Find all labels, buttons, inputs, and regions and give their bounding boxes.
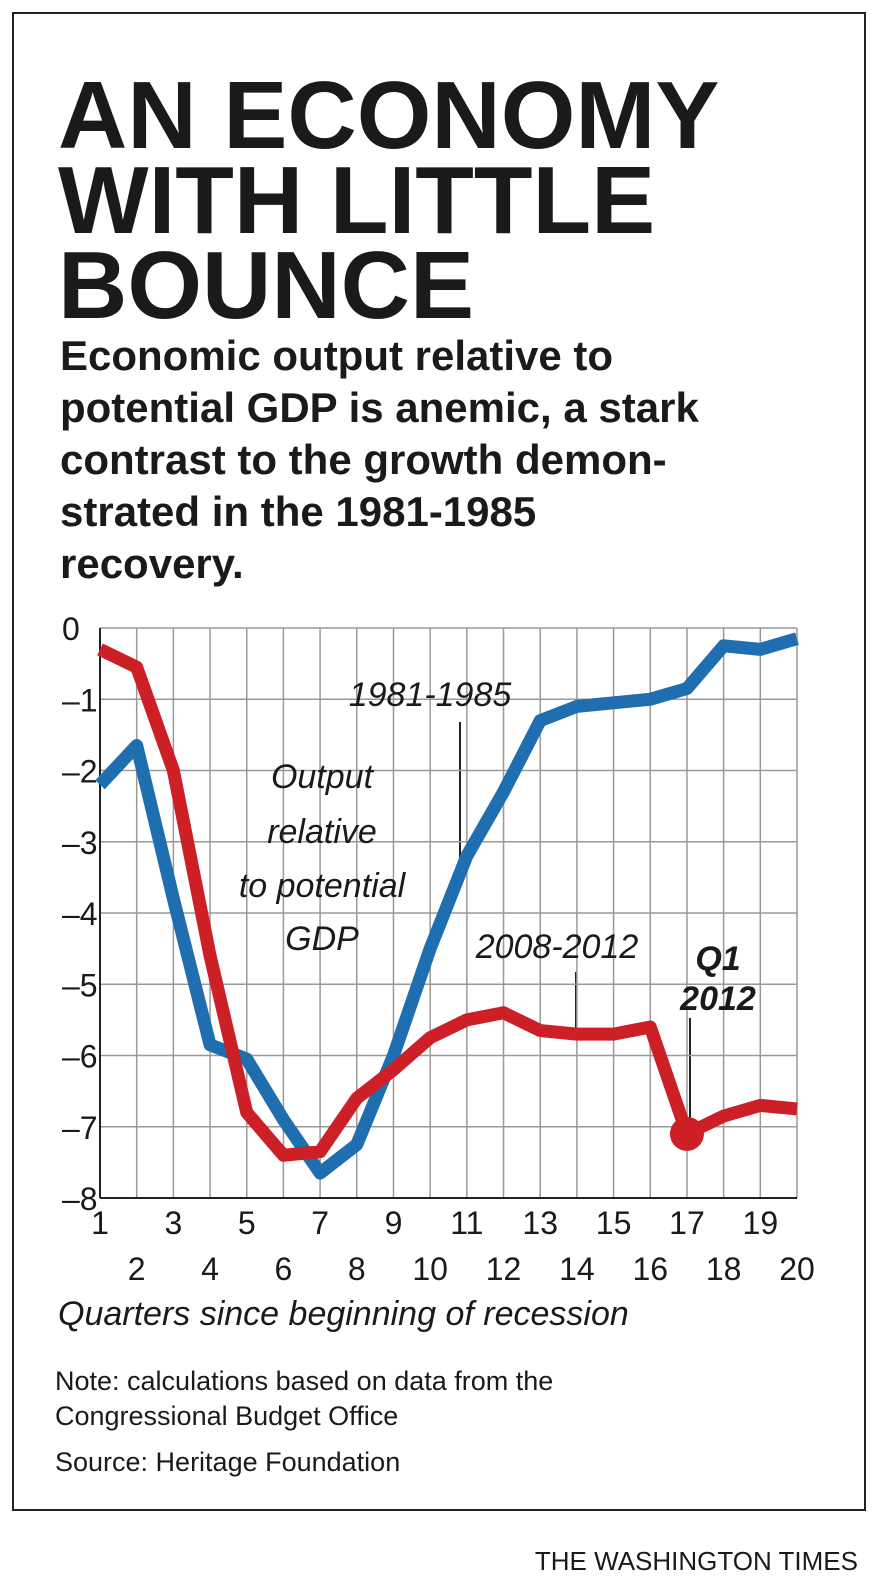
x-tick-label: 17 — [669, 1205, 705, 1241]
chart-subtitle: contrast to the growth demon- — [60, 436, 667, 483]
frame — [12, 12, 866, 1511]
y-tick-label: –7 — [62, 1110, 98, 1146]
x-tick-label: 19 — [743, 1205, 779, 1241]
note: Note: calculations based on data from th… — [55, 1366, 553, 1396]
chart-subtitle: Economic output relative to — [60, 332, 613, 379]
source: Source: Heritage Foundation — [55, 1447, 400, 1477]
y-tick-label: –4 — [62, 896, 98, 932]
annotation: Output — [271, 758, 375, 796]
y-tick-label: –6 — [62, 1039, 98, 1075]
annotation: GDP — [285, 920, 359, 958]
x-tick-label: 5 — [238, 1205, 256, 1241]
x-axis-label: Quarters since beginning of recession — [58, 1295, 629, 1333]
chart-subtitle: strated in the 1981-1985 — [60, 488, 536, 535]
chart-subtitle: potential GDP is anemic, a stark — [60, 384, 699, 431]
y-tick-label: –5 — [62, 967, 98, 1003]
note: Congressional Budget Office — [55, 1401, 398, 1431]
data-line — [97, 643, 798, 1162]
annotation: 2012 — [679, 980, 756, 1018]
x-tick-label: 6 — [275, 1251, 293, 1287]
chart-title: WITH LITTLE — [58, 147, 655, 254]
annotation: relative — [267, 813, 377, 851]
x-tick-label: 4 — [201, 1251, 219, 1287]
x-tick-label: 12 — [486, 1251, 522, 1287]
highlight-dot — [669, 1116, 704, 1151]
series-label: 1981-1985 — [349, 676, 512, 714]
y-tick-label: –8 — [62, 1181, 98, 1217]
series-label: 2008-2012 — [475, 928, 639, 966]
credit: THE WASHINGTON TIMES — [535, 1546, 858, 1576]
x-tick-label: 18 — [706, 1251, 742, 1287]
x-tick-label: 16 — [632, 1251, 668, 1287]
chart-title: BOUNCE — [58, 232, 474, 339]
y-tick-label: –3 — [62, 825, 98, 861]
chart-subtitle: recovery. — [60, 540, 244, 587]
x-tick-label: 14 — [559, 1251, 595, 1287]
x-tick-label: 3 — [164, 1205, 182, 1241]
annotation: Q1 — [695, 940, 740, 978]
x-tick-label: 13 — [522, 1205, 558, 1241]
y-tick-label: –1 — [62, 682, 98, 718]
x-tick-label: 1 — [91, 1205, 109, 1241]
x-tick-label: 7 — [311, 1205, 329, 1241]
x-tick-label: 8 — [348, 1251, 366, 1287]
x-tick-label: 20 — [779, 1251, 815, 1287]
data-line — [95, 632, 799, 1180]
x-tick-label: 15 — [596, 1205, 632, 1241]
y-tick-label: –2 — [62, 754, 98, 790]
x-tick-label: 2 — [128, 1251, 146, 1287]
x-tick-label: 10 — [412, 1251, 448, 1287]
y-tick-label: 0 — [62, 611, 80, 647]
annotation: to potential — [239, 867, 407, 905]
chart-title: AN ECONOMY — [58, 62, 719, 169]
x-tick-label: 11 — [450, 1205, 483, 1241]
x-tick-label: 9 — [385, 1205, 403, 1241]
